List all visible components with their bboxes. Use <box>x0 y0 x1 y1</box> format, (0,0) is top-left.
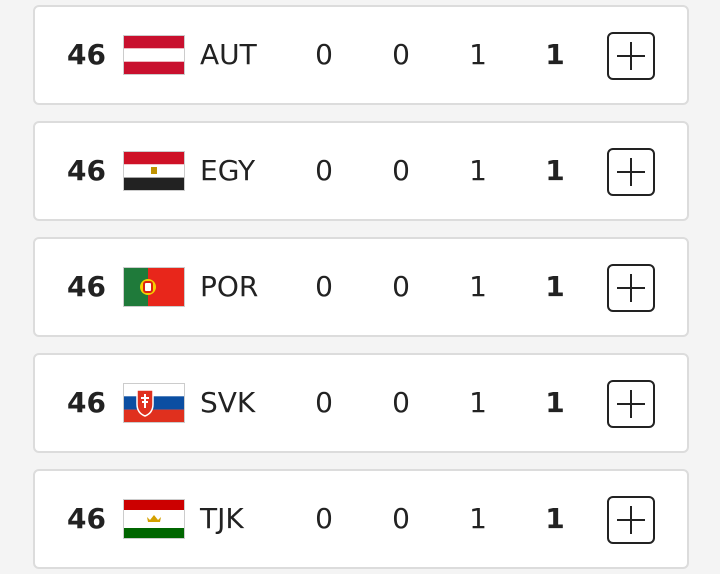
total-count: 1 <box>545 502 565 535</box>
bronze-count: 1 <box>469 38 487 71</box>
silver-count: 0 <box>392 38 410 71</box>
rank: 46 <box>67 502 106 535</box>
bronze-count: 1 <box>469 154 487 187</box>
total-count: 1 <box>545 38 565 71</box>
rank: 46 <box>67 38 106 71</box>
rank: 46 <box>67 154 106 187</box>
silver-count: 0 <box>392 154 410 187</box>
medal-row: 46 SVK 0 0 1 1 <box>33 353 689 453</box>
silver-count: 0 <box>392 502 410 535</box>
gold-count: 0 <box>315 386 333 419</box>
total-count: 1 <box>545 270 565 303</box>
bronze-count: 1 <box>469 386 487 419</box>
country-code: EGY <box>200 154 256 187</box>
medal-row: 46 AUT 0 0 1 1 <box>33 5 689 105</box>
expand-button[interactable] <box>607 264 655 312</box>
rank: 46 <box>67 386 106 419</box>
country-code: AUT <box>200 38 257 71</box>
rank: 46 <box>67 270 106 303</box>
total-count: 1 <box>545 386 565 419</box>
plus-icon <box>617 506 645 534</box>
flag <box>123 383 185 423</box>
plus-icon <box>617 274 645 302</box>
medal-row: 46 TJK 0 0 1 1 <box>33 469 689 569</box>
plus-icon <box>617 158 645 186</box>
total-count: 1 <box>545 154 565 187</box>
silver-count: 0 <box>392 386 410 419</box>
bronze-count: 1 <box>469 502 487 535</box>
flag <box>123 35 185 75</box>
gold-count: 0 <box>315 154 333 187</box>
country-code: POR <box>200 270 259 303</box>
gold-count: 0 <box>315 270 333 303</box>
medal-row: 46 EGY 0 0 1 1 <box>33 121 689 221</box>
flag <box>123 267 185 307</box>
bronze-count: 1 <box>469 270 487 303</box>
gold-count: 0 <box>315 502 333 535</box>
plus-icon <box>617 390 645 418</box>
expand-button[interactable] <box>607 148 655 196</box>
silver-count: 0 <box>392 270 410 303</box>
country-code: SVK <box>200 386 256 419</box>
country-code: TJK <box>200 502 244 535</box>
flag <box>123 499 185 539</box>
flag <box>123 151 185 191</box>
expand-button[interactable] <box>607 380 655 428</box>
gold-count: 0 <box>315 38 333 71</box>
medal-row: 46 POR 0 0 1 1 <box>33 237 689 337</box>
plus-icon <box>617 42 645 70</box>
expand-button[interactable] <box>607 496 655 544</box>
expand-button[interactable] <box>607 32 655 80</box>
